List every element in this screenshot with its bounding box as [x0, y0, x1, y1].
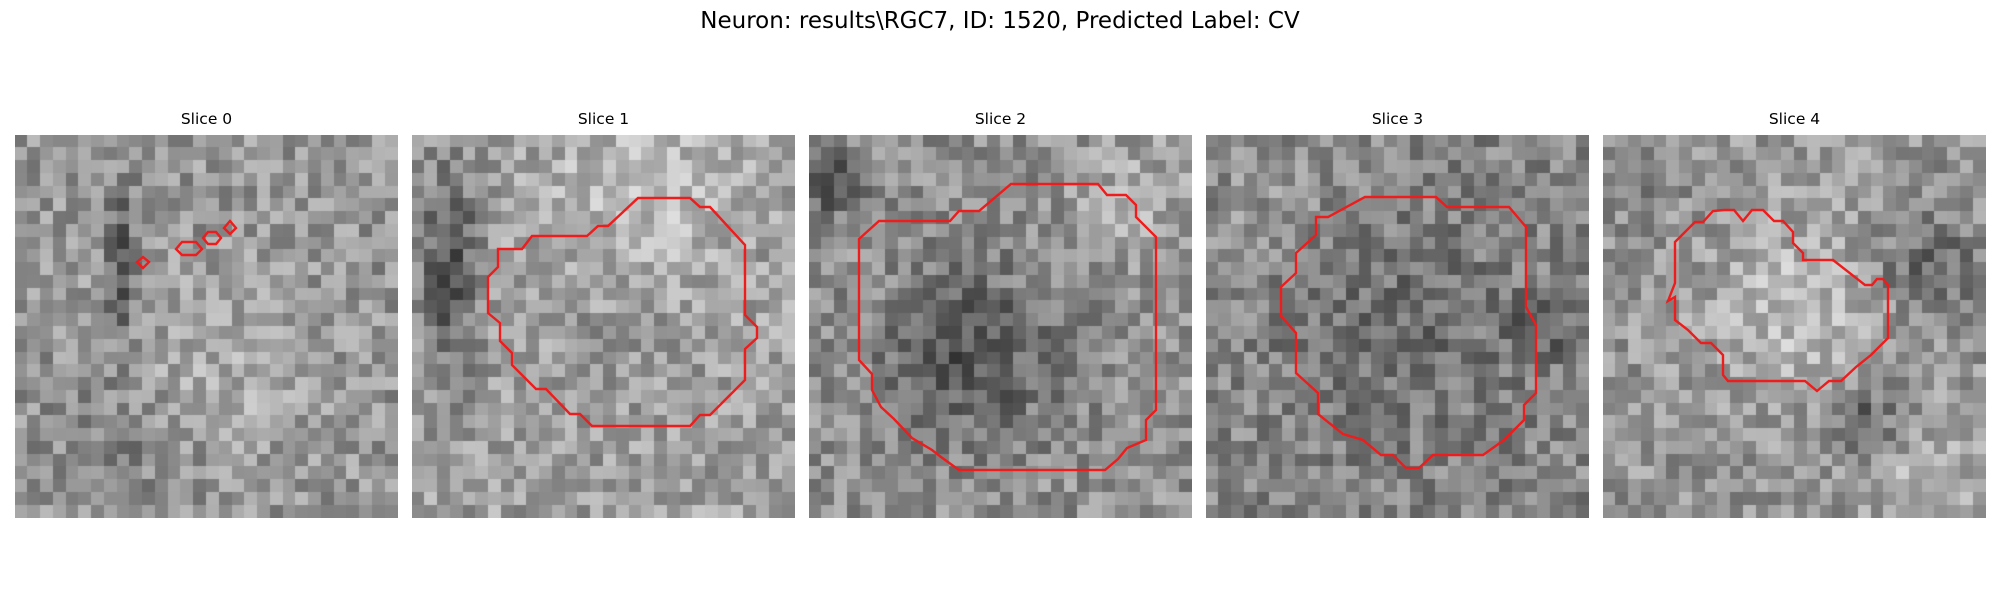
roi-contour: [1279, 195, 1538, 470]
roi-contour-overlay: [135, 219, 238, 270]
slice-panel-0: Slice 0: [15, 108, 398, 518]
roi-contour-overlay: [486, 196, 759, 428]
slice-panel-3: Slice 3: [1206, 108, 1589, 518]
roi-contour: [222, 219, 238, 236]
roi-contour: [135, 255, 151, 270]
grayscale-image: [15, 135, 398, 518]
roi-contour: [486, 196, 759, 428]
figure-title: Neuron: results\RGC7, ID: 1520, Predicte…: [700, 8, 1300, 34]
roi-contour: [174, 240, 204, 257]
roi-contour-overlay: [1279, 195, 1538, 470]
roi-contour-overlay: [857, 182, 1158, 472]
roi-contour: [201, 230, 223, 246]
grayscale-image: [1603, 135, 1986, 518]
slice-panel-2: Slice 2: [809, 108, 1192, 518]
roi-contour-overlay: [1665, 208, 1890, 393]
slice-title: Slice 3: [1371, 110, 1424, 128]
slice-title: Slice 4: [1768, 110, 1821, 128]
slice-title: Slice 2: [974, 110, 1027, 128]
slice-title: Slice 1: [577, 110, 630, 128]
roi-contour: [1665, 208, 1890, 393]
roi-contour: [857, 182, 1158, 472]
slice-panel-1: Slice 1: [412, 108, 795, 518]
slice-title: Slice 0: [180, 110, 233, 128]
grayscale-image: [412, 135, 795, 518]
slice-panel-4: Slice 4: [1603, 108, 1986, 518]
grayscale-image: [1206, 135, 1589, 518]
